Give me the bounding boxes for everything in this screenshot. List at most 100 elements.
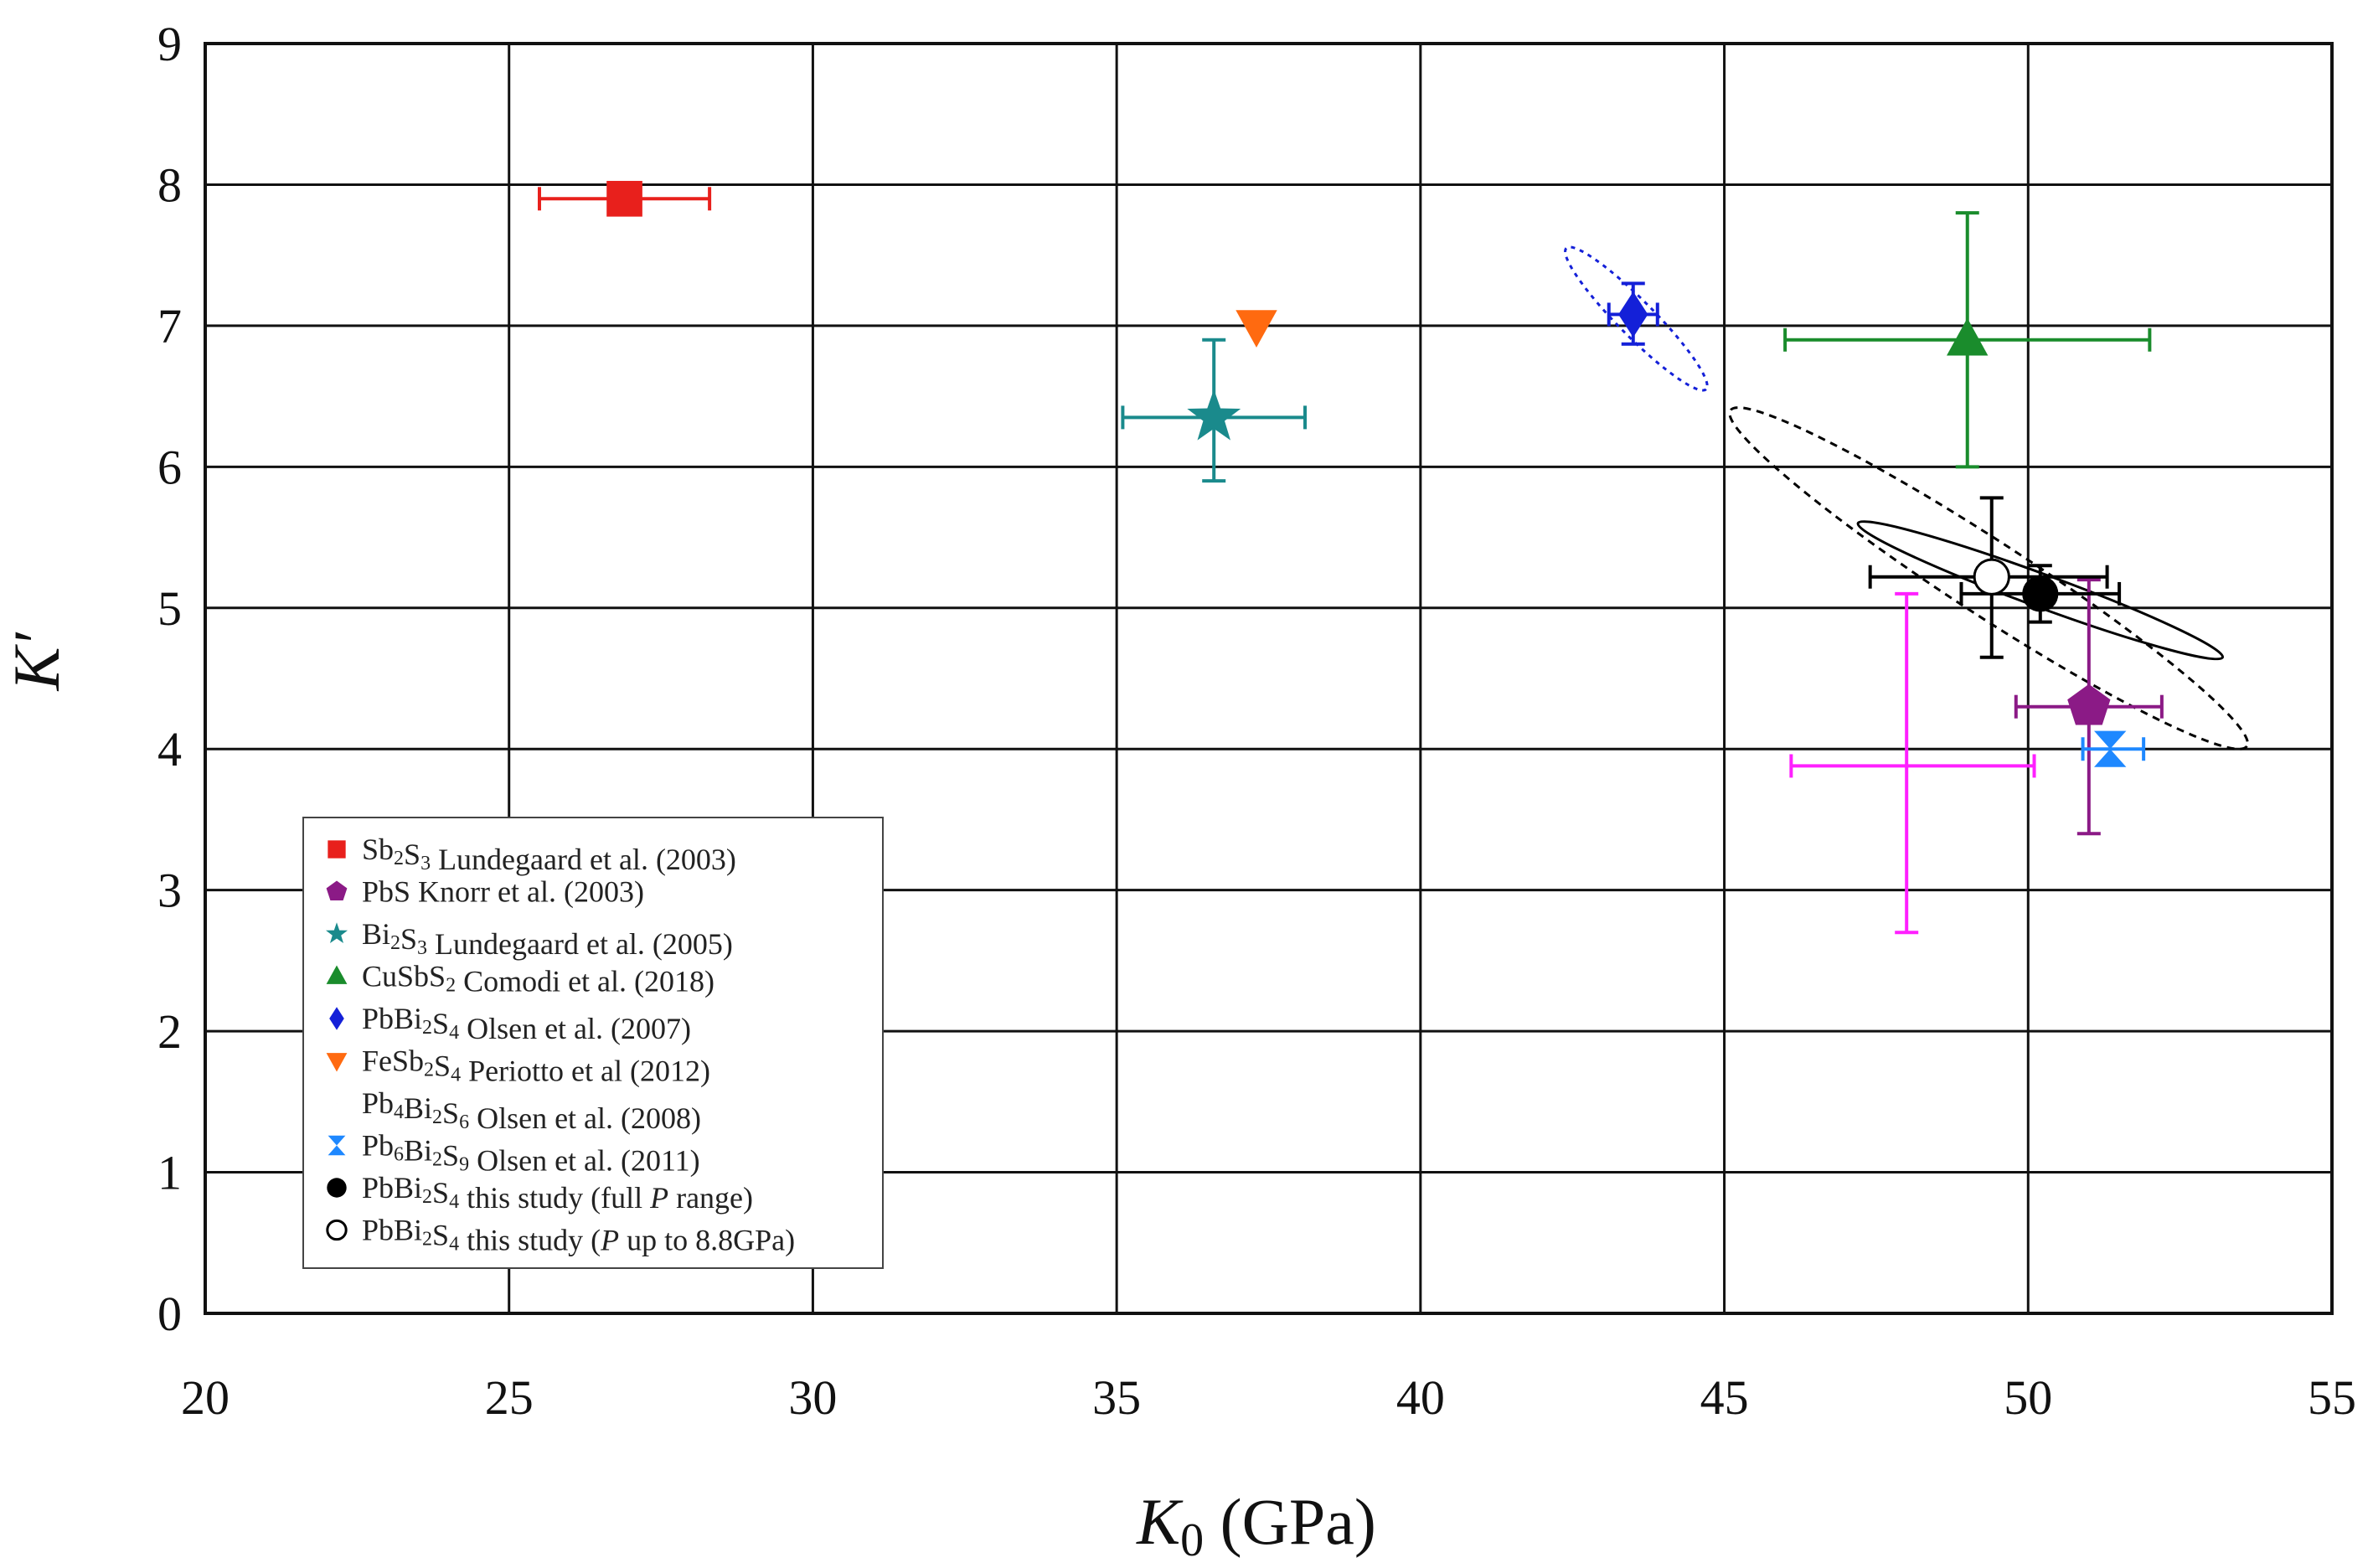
y-tick-label: 2	[157, 1004, 182, 1059]
legend: Sb2S3 Lundegaard et al. (2003)PbS Knorr …	[302, 817, 884, 1269]
legend-label-part: 9	[459, 1154, 469, 1176]
marker-hourglass	[2094, 730, 2127, 767]
legend-label-part: PbS Knorr et al. (2003)	[362, 875, 644, 909]
legend-marker-pentagon	[326, 880, 348, 900]
marker-triangle-down	[1236, 310, 1277, 348]
legend-entry: PbBi2S4 this study (P up to 8.8GPa)	[326, 1214, 795, 1257]
marker-bowtie	[1887, 749, 1926, 783]
legend-label-part: S	[434, 1050, 451, 1083]
legend-label-part: 2	[390, 932, 400, 954]
x-tick-label: 50	[2004, 1370, 2052, 1425]
legend-label-part: 2	[394, 848, 404, 869]
marker-square	[606, 180, 642, 217]
legend-label-part: Olsen et al. (2008)	[469, 1101, 701, 1135]
legend-label-part: Comodi et al. (2018)	[456, 965, 714, 998]
legend-label-part: Olsen et al. (2007)	[459, 1012, 691, 1045]
uncertainty-ellipses	[1564, 245, 2249, 750]
ellipse-diamond	[1564, 245, 1709, 392]
x-tick-label: 35	[1092, 1370, 1141, 1425]
legend-box	[302, 817, 884, 1269]
legend-entry: CuSbS2 Comodi et al. (2018)	[326, 960, 714, 998]
x-tick-label: 45	[1700, 1370, 1749, 1425]
legend-label-part: 6	[459, 1112, 469, 1133]
y-tick-label: 1	[157, 1146, 182, 1200]
legend-label: PbBi2S4 this study (P up to 8.8GPa)	[362, 1214, 795, 1257]
marker-star	[1187, 389, 1241, 441]
data-markers	[606, 180, 2127, 783]
legend-label: PbBi2S4 this study (full P range)	[362, 1171, 753, 1215]
legend-label-part: 4	[451, 1065, 461, 1086]
legend-label-part: 4	[449, 1022, 459, 1044]
x-tick-label: 25	[485, 1370, 534, 1425]
legend-label-part: S	[404, 838, 420, 871]
legend-label-part: Pb	[362, 1129, 394, 1163]
legend-label: PbS Knorr et al. (2003)	[362, 875, 644, 909]
legend-label-part: S	[432, 1007, 449, 1040]
legend-entry: Sb2S3 Lundegaard et al. (2003)	[328, 833, 736, 876]
legend-marker-triangle-up	[326, 965, 348, 984]
legend-label: FeSb2S4 Periotto et al (2012)	[362, 1044, 710, 1088]
legend-label-part: 3	[420, 853, 431, 874]
y-tick-label: 0	[157, 1287, 182, 1341]
legend-label-part: 2	[446, 975, 456, 997]
legend-label-part: 2	[422, 1017, 432, 1039]
marker-pentagon	[2067, 683, 2111, 725]
legend-label-part: Olsen et al. (2011)	[469, 1144, 700, 1178]
legend-entry: Bi2S3 Lundegaard et al. (2005)	[326, 917, 733, 961]
legend-label-part: Pb	[362, 1086, 394, 1120]
legend-label-part: PbBi	[362, 1171, 422, 1204]
legend-marker-triangle-down	[326, 1053, 348, 1072]
marker-triangle-up	[1947, 317, 1989, 356]
legend-label-part: Lundegaard et al. (2003)	[431, 843, 736, 876]
legend-label-part: 2	[432, 1149, 442, 1171]
y-tick-label: 4	[157, 722, 182, 776]
legend-label-part: Periotto et al (2012)	[461, 1055, 710, 1088]
legend-label-part: Bi	[404, 1091, 432, 1125]
legend-label-part: PbBi	[362, 1002, 422, 1035]
legend-label-part: S	[432, 1219, 449, 1252]
legend-label: PbBi2S4 Olsen et al. (2007)	[362, 1002, 691, 1045]
x-tick-label: 55	[2308, 1370, 2356, 1425]
legend-entry: FeSb2S4 Periotto et al (2012)	[326, 1044, 710, 1088]
legend-entry: Pb6Bi2S9 Olsen et al. (2011)	[328, 1129, 700, 1178]
legend-label-part: PbBi	[362, 1214, 422, 1247]
marker-diamond	[1618, 291, 1648, 338]
x-tick-label: 30	[788, 1370, 837, 1425]
legend-label-part: this study (full	[459, 1181, 650, 1215]
legend-label: CuSbS2 Comodi et al. (2018)	[362, 960, 714, 998]
legend-label-part: P	[600, 1224, 619, 1257]
legend-label-part: range)	[668, 1181, 753, 1215]
y-tick-label: 9	[157, 17, 182, 71]
marker-circle-open	[1973, 558, 2010, 596]
legend-label: Pb4Bi2S6 Olsen et al. (2008)	[362, 1086, 701, 1135]
legend-label-part: Lundegaard et al. (2005)	[427, 927, 733, 961]
y-tick-label: 3	[157, 864, 182, 918]
ellipse-circle-open	[1728, 406, 2249, 750]
legend-label-part: up to 8.8GPa)	[619, 1224, 795, 1257]
legend-entry: PbBi2S4 this study (full P range)	[327, 1171, 753, 1215]
y-tick-label: 7	[157, 299, 182, 353]
legend-label-part: Bi	[362, 917, 390, 951]
legend-label-part: 2	[422, 1229, 432, 1251]
legend-label: Sb2S3 Lundegaard et al. (2003)	[362, 833, 736, 876]
legend-label-part: S	[442, 1139, 459, 1173]
legend-label-part: 3	[417, 937, 427, 959]
legend-label: Bi2S3 Lundegaard et al. (2005)	[362, 917, 733, 961]
x-axis-label-main: K	[1136, 1485, 1184, 1558]
legend-label-part: Bi	[404, 1134, 432, 1168]
legend-marker-star	[326, 922, 348, 943]
legend-marker-bowtie	[327, 1094, 347, 1112]
x-tick-label: 20	[181, 1370, 230, 1425]
legend-marker-circle-filled	[327, 1178, 347, 1198]
legend-label-part: S	[400, 922, 417, 956]
legend-label-part: S	[442, 1096, 459, 1130]
x-axis-label-unit: (GPa)	[1204, 1485, 1376, 1558]
legend-label-part: P	[649, 1181, 668, 1215]
legend-label-part: 6	[394, 1144, 404, 1166]
x-tick-label: 40	[1396, 1370, 1445, 1425]
legend-label-part: FeSb	[362, 1044, 424, 1078]
marker-circle-filled	[2022, 575, 2059, 612]
x-axis-label: K0 (GPa)	[1136, 1485, 1376, 1566]
legend-label-part: this study (	[459, 1224, 601, 1257]
